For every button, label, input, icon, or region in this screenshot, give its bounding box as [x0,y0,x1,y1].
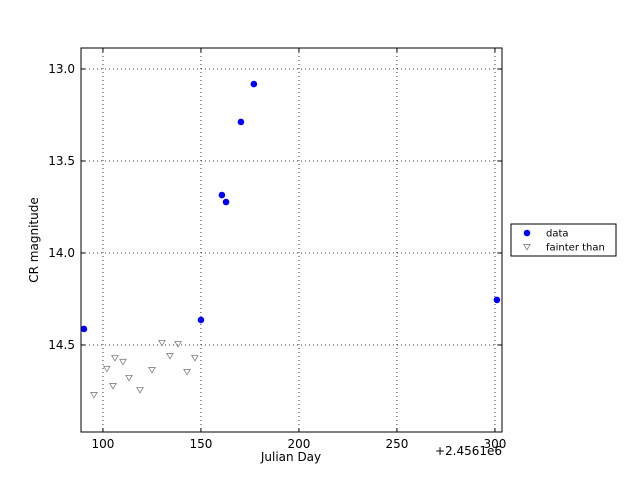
triangle-point [125,374,133,382]
x-tick-label: 150 [189,437,212,451]
x-offset-label: +2.4561e6 [435,444,502,458]
x-tick-label: 100 [91,437,114,451]
triangle-point [174,341,182,348]
x-tick-label: 200 [287,437,310,451]
dot [237,118,245,126]
y-tick-label: 13.5 [48,154,75,168]
dot [523,229,531,237]
dot [218,191,226,199]
legend: data fainter than [510,223,617,257]
triangle-point [109,383,117,390]
dot [222,198,230,206]
triangle-point [111,355,119,362]
triangle-point [136,387,144,394]
y-tick-label: 13.0 [48,62,75,76]
plot-area [81,48,502,432]
triangle-point [166,353,174,360]
y-tick-label: 14.0 [48,246,75,260]
triangle-point [148,367,156,374]
x-tick-label: 250 [385,437,408,451]
y-tick-label: 14.5 [48,338,75,352]
triangle-point [119,358,127,366]
legend-box [510,223,617,257]
triangle-point [90,392,98,399]
dot [250,80,258,88]
y-axis-label: CR magnitude [27,197,41,282]
triangle-point [523,244,531,251]
dot [197,316,205,324]
x-tick-label: 300 [483,437,506,451]
plot-frame [80,47,503,433]
triangle-point [190,355,199,362]
triangle-point [158,339,166,347]
dot [493,296,501,304]
x-axis-label: Julian Day [260,450,321,464]
legend-label: data [546,229,569,240]
triangle-point [102,365,111,373]
dot [80,325,88,333]
triangle-point [183,369,191,376]
legend-label: fainter than [546,243,605,254]
